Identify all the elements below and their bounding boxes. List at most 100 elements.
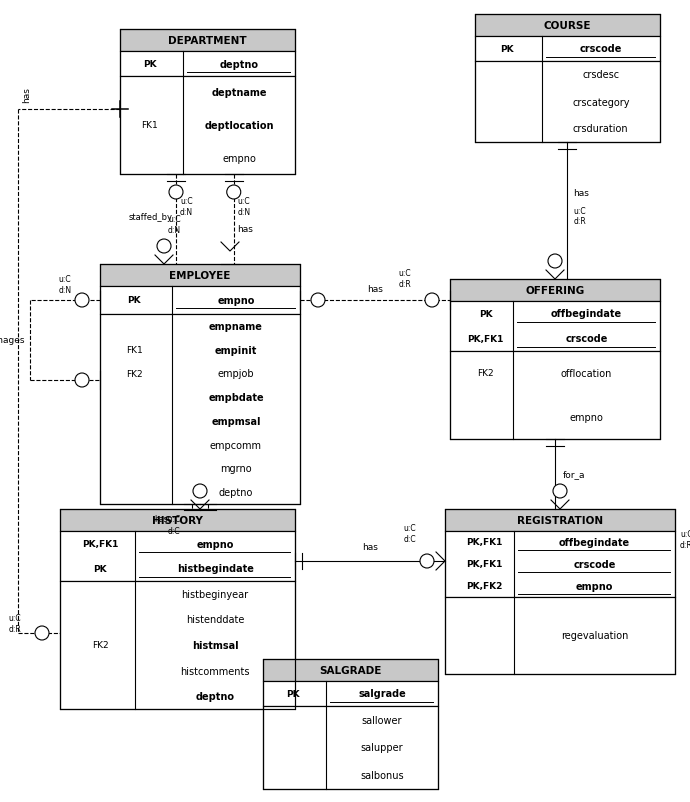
Text: deptlocation: deptlocation xyxy=(204,121,274,131)
Text: PK: PK xyxy=(127,296,141,305)
Text: deptno: deptno xyxy=(219,488,253,497)
Text: empname: empname xyxy=(209,322,263,331)
Text: empinit: empinit xyxy=(215,345,257,355)
Text: PK,FK1: PK,FK1 xyxy=(468,334,504,343)
Text: DEPARTMENT: DEPARTMENT xyxy=(168,36,247,46)
Bar xyxy=(475,15,660,143)
Bar xyxy=(445,597,675,674)
Text: PK: PK xyxy=(93,565,107,573)
Text: d:C: d:C xyxy=(168,526,180,535)
Text: PK,FK1: PK,FK1 xyxy=(466,538,502,547)
Text: u:C
d:N: u:C d:N xyxy=(168,215,181,234)
Text: u:C: u:C xyxy=(9,614,21,622)
Text: crscode: crscode xyxy=(565,334,608,344)
Circle shape xyxy=(548,255,562,269)
Text: crsduration: crsduration xyxy=(573,124,629,134)
Bar xyxy=(120,77,295,175)
Text: FK2: FK2 xyxy=(126,370,142,379)
Text: OFFERING: OFFERING xyxy=(525,286,584,296)
Text: empjob: empjob xyxy=(217,369,255,379)
Text: regevaluation: regevaluation xyxy=(561,630,628,641)
Text: HISTORY: HISTORY xyxy=(152,516,203,525)
Text: crscode: crscode xyxy=(573,559,615,569)
Text: has: has xyxy=(573,188,589,198)
Text: crsdesc: crsdesc xyxy=(582,71,620,80)
Text: empno: empno xyxy=(576,581,613,591)
Bar xyxy=(120,52,295,77)
Text: hasu:C: hasu:C xyxy=(154,515,180,524)
Bar xyxy=(445,509,675,674)
Text: offlocation: offlocation xyxy=(561,369,612,379)
Bar xyxy=(263,659,438,681)
Bar xyxy=(100,286,300,314)
Text: d:R: d:R xyxy=(9,625,21,634)
Text: histmsal: histmsal xyxy=(192,640,239,650)
Text: empno: empno xyxy=(222,153,256,164)
Bar xyxy=(120,30,295,175)
Text: deptno: deptno xyxy=(219,59,259,70)
Bar xyxy=(60,509,295,709)
Bar xyxy=(100,265,300,504)
Text: PK: PK xyxy=(143,60,157,69)
Circle shape xyxy=(425,294,439,308)
Text: PK,FK1: PK,FK1 xyxy=(466,560,502,569)
Bar xyxy=(475,15,660,37)
Bar xyxy=(475,37,660,62)
Bar xyxy=(60,581,295,709)
Text: REGISTRATION: REGISTRATION xyxy=(517,516,603,525)
Text: EMPLOYEE: EMPLOYEE xyxy=(169,270,230,281)
Text: has: has xyxy=(237,225,253,234)
Bar xyxy=(450,280,660,439)
Bar xyxy=(60,509,295,532)
Text: empbdate: empbdate xyxy=(208,393,264,403)
Text: u:C
d:R: u:C d:R xyxy=(399,269,411,289)
Text: u:C
d:N: u:C d:N xyxy=(59,275,72,294)
Bar xyxy=(445,509,675,532)
Text: for_a: for_a xyxy=(563,470,586,479)
Circle shape xyxy=(75,294,89,308)
Text: offbegindate: offbegindate xyxy=(559,537,630,547)
Bar xyxy=(100,314,300,504)
Text: offbegindate: offbegindate xyxy=(551,309,622,319)
Text: empno: empno xyxy=(569,412,604,423)
Text: empcomm: empcomm xyxy=(210,440,262,450)
Text: crscategory: crscategory xyxy=(572,97,629,107)
Text: histcomments: histcomments xyxy=(180,666,250,676)
Bar xyxy=(475,62,660,143)
Text: histbegindate: histbegindate xyxy=(177,564,253,573)
Circle shape xyxy=(35,626,49,640)
Text: u:C
d:N: u:C d:N xyxy=(180,197,193,217)
Text: PK,FK1: PK,FK1 xyxy=(81,539,118,549)
Circle shape xyxy=(193,484,207,498)
Text: FK2: FK2 xyxy=(477,369,494,378)
Bar xyxy=(450,302,660,351)
Circle shape xyxy=(157,240,171,253)
Text: has: has xyxy=(22,87,31,103)
Text: mgrno: mgrno xyxy=(220,464,252,474)
Text: salgrade: salgrade xyxy=(358,689,406,699)
Text: sallower: sallower xyxy=(362,715,402,725)
Circle shape xyxy=(553,484,567,498)
Text: FK2: FK2 xyxy=(92,641,108,650)
Text: empno: empno xyxy=(197,539,234,549)
Text: empmsal: empmsal xyxy=(211,416,261,427)
Bar xyxy=(120,30,295,52)
Text: u:C
d:N: u:C d:N xyxy=(238,197,251,217)
Circle shape xyxy=(169,186,183,200)
Text: u:C
d:R: u:C d:R xyxy=(680,529,690,549)
Text: has: has xyxy=(367,284,383,294)
Bar xyxy=(450,351,660,439)
Bar xyxy=(263,681,438,706)
Text: manages: manages xyxy=(0,336,25,345)
Text: salupper: salupper xyxy=(361,743,404,752)
Text: PK: PK xyxy=(500,45,513,54)
Text: crscode: crscode xyxy=(580,44,622,55)
Text: PK: PK xyxy=(286,689,299,698)
Text: SALGRADE: SALGRADE xyxy=(319,665,382,675)
Text: deptname: deptname xyxy=(211,88,267,98)
Text: deptno: deptno xyxy=(195,691,235,701)
Bar xyxy=(100,265,300,286)
Bar xyxy=(450,280,660,302)
Bar xyxy=(445,532,675,597)
Bar xyxy=(60,532,295,581)
